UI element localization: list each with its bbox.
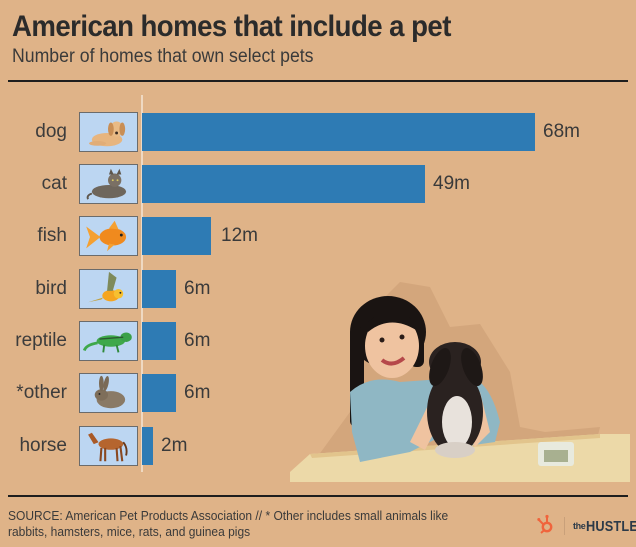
value-label: 2m (161, 435, 188, 456)
cat-icon (79, 164, 138, 204)
category-label: horse (19, 435, 67, 456)
source-note: SOURCE: American Pet Products Associatio… (8, 509, 449, 539)
chart-subtitle: Number of homes that own select pets (12, 46, 314, 67)
category-label: fish (37, 225, 67, 246)
goldfish-icon (79, 216, 138, 256)
brand-name: HUSTLE (586, 517, 636, 535)
bar-row-fish: fish 12m (0, 216, 636, 257)
bar-dog (142, 113, 535, 151)
value-label: 68m (543, 121, 580, 142)
value-label: 12m (221, 225, 258, 246)
hubspot-sprocket-icon (537, 514, 555, 539)
chameleon-icon (79, 321, 138, 361)
bar-horse (142, 427, 153, 465)
category-label: dog (35, 121, 67, 142)
bar-row-dog: dog 68m (0, 112, 636, 153)
parrot-icon (79, 269, 138, 309)
value-label: 6m (184, 278, 211, 299)
bar-row-reptile: reptile 6m (0, 321, 636, 362)
category-label: *other (16, 382, 67, 403)
horse-icon (79, 426, 138, 466)
rabbit-icon (79, 373, 138, 413)
value-label: 6m (184, 382, 211, 403)
bar-cat (142, 165, 425, 203)
bar-row-bird: bird 6m (0, 269, 636, 310)
category-label: reptile (15, 330, 67, 351)
brand-logo: the HUSTLE (537, 514, 636, 539)
chart-title: American homes that include a pet (12, 10, 451, 43)
bar-bird (142, 270, 176, 308)
bar-other (142, 374, 176, 412)
bar-row-cat: cat 49m (0, 164, 636, 205)
value-label: 6m (184, 330, 211, 351)
bottom-divider (8, 495, 628, 497)
top-divider (8, 80, 628, 82)
value-label: 49m (433, 173, 470, 194)
bar-row-other: *other 6m (0, 373, 636, 414)
axis-line (141, 95, 143, 472)
category-label: cat (41, 173, 67, 194)
bar-reptile (142, 322, 176, 360)
category-label: bird (35, 278, 67, 299)
bar-row-horse: horse 2m (0, 426, 636, 467)
dog-icon (79, 112, 138, 152)
brand-separator (564, 517, 565, 535)
bar-fish (142, 217, 211, 255)
brand-the: the (573, 521, 586, 531)
girl-with-rabbit-photo (290, 282, 630, 482)
